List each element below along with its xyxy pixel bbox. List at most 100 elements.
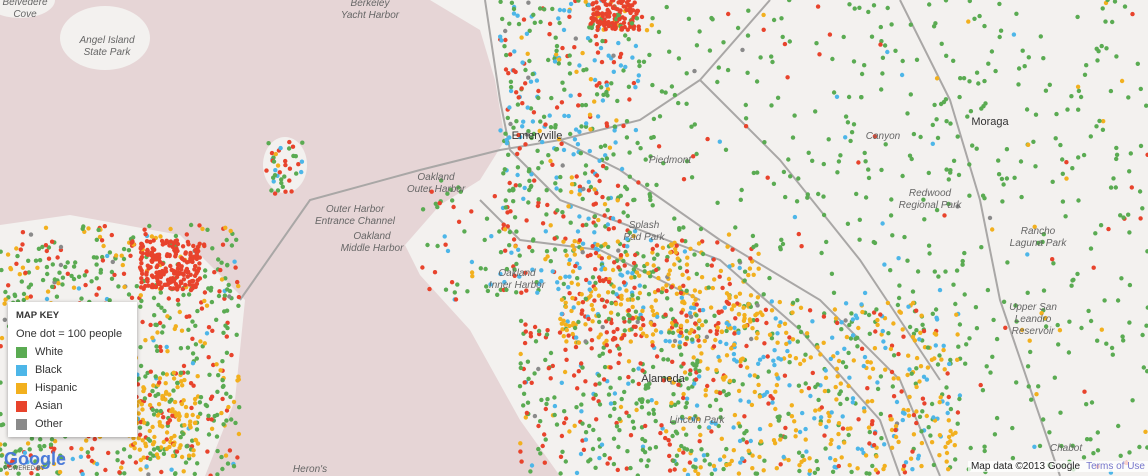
population-dot [223,453,229,458]
population-dot [907,367,912,372]
population-dot [470,274,475,279]
population-dot [548,125,554,130]
population-dot [512,267,517,272]
population-dot [663,338,668,344]
population-dot [831,90,837,95]
land-belvedere [0,0,55,18]
population-dot [679,352,684,357]
population-dot [1069,283,1074,288]
population-dot [874,307,879,312]
place-label: Upper San [1009,302,1057,313]
population-dot [537,281,542,287]
population-dot [221,422,226,427]
population-dot [1110,19,1115,25]
population-dot [165,314,170,319]
population-dot [698,432,703,438]
population-dot [603,27,608,32]
population-dot [850,400,855,405]
population-dot [234,332,239,337]
population-dot [645,399,651,404]
population-dot [635,78,641,84]
population-dot [586,179,591,185]
population-dot [80,226,85,231]
population-dot [435,243,440,249]
population-dot [665,357,671,362]
population-dot [795,339,800,344]
population-dot [634,270,640,275]
population-dot [688,368,693,373]
population-dot [556,16,561,21]
population-dot [637,397,643,402]
population-dot [882,463,887,469]
population-dot [1018,159,1024,164]
population-dot [723,147,729,152]
population-dot [483,266,488,272]
population-dot [168,239,173,244]
population-dot [1043,315,1048,321]
google-logo[interactable]: Google [4,449,66,469]
population-dot [997,1,1002,7]
population-dot [743,116,749,121]
population-dot [5,252,11,257]
population-dot [592,99,597,104]
population-dot [639,405,645,410]
population-dot [617,17,622,22]
population-dot [914,57,920,62]
population-dot [807,308,813,313]
population-dot [516,132,521,138]
population-dot [514,229,519,234]
population-dot [651,411,657,416]
population-dot [606,227,611,232]
population-dot [787,0,792,3]
population-dot [613,26,618,31]
population-dot [980,193,986,198]
population-dot [40,277,46,283]
population-dot [778,462,783,467]
population-dot [514,290,519,295]
population-dot [889,343,895,348]
population-dot [599,85,604,90]
population-dot [836,358,842,364]
population-dot [586,188,592,193]
population-dot [596,293,602,298]
population-dot [734,359,739,364]
population-dot [834,366,840,371]
population-dot [503,37,508,43]
population-dot [1070,278,1075,283]
population-dot [779,16,784,21]
population-dot [797,429,803,435]
population-dot [702,458,707,463]
population-dot [625,244,630,249]
population-dot [624,236,630,242]
population-dot [1051,261,1056,266]
population-dot [946,434,952,440]
population-dot [583,124,589,129]
population-dot [512,273,517,278]
population-dot [599,256,604,261]
population-dot [567,274,572,279]
population-dot [625,270,630,275]
population-dot [672,338,678,344]
population-dot [554,422,560,427]
population-dot [577,214,582,219]
population-dot [910,289,916,294]
population-dot [700,251,706,257]
population-dot [195,374,200,379]
terms-link[interactable]: Terms of Use [1086,461,1145,472]
population-dot [879,436,884,441]
population-dot [652,322,657,327]
population-dot [71,285,77,290]
population-dot [867,429,872,435]
population-dot [869,422,875,427]
population-dot [666,272,671,277]
population-dot [550,363,555,369]
population-dot [738,363,743,369]
population-dot [810,370,815,376]
population-dot [757,426,763,432]
population-dot [671,392,676,397]
population-dot [762,392,767,397]
population-dot [574,405,579,410]
population-dot [563,347,568,352]
population-dot [988,370,993,375]
population-dot [843,318,848,323]
